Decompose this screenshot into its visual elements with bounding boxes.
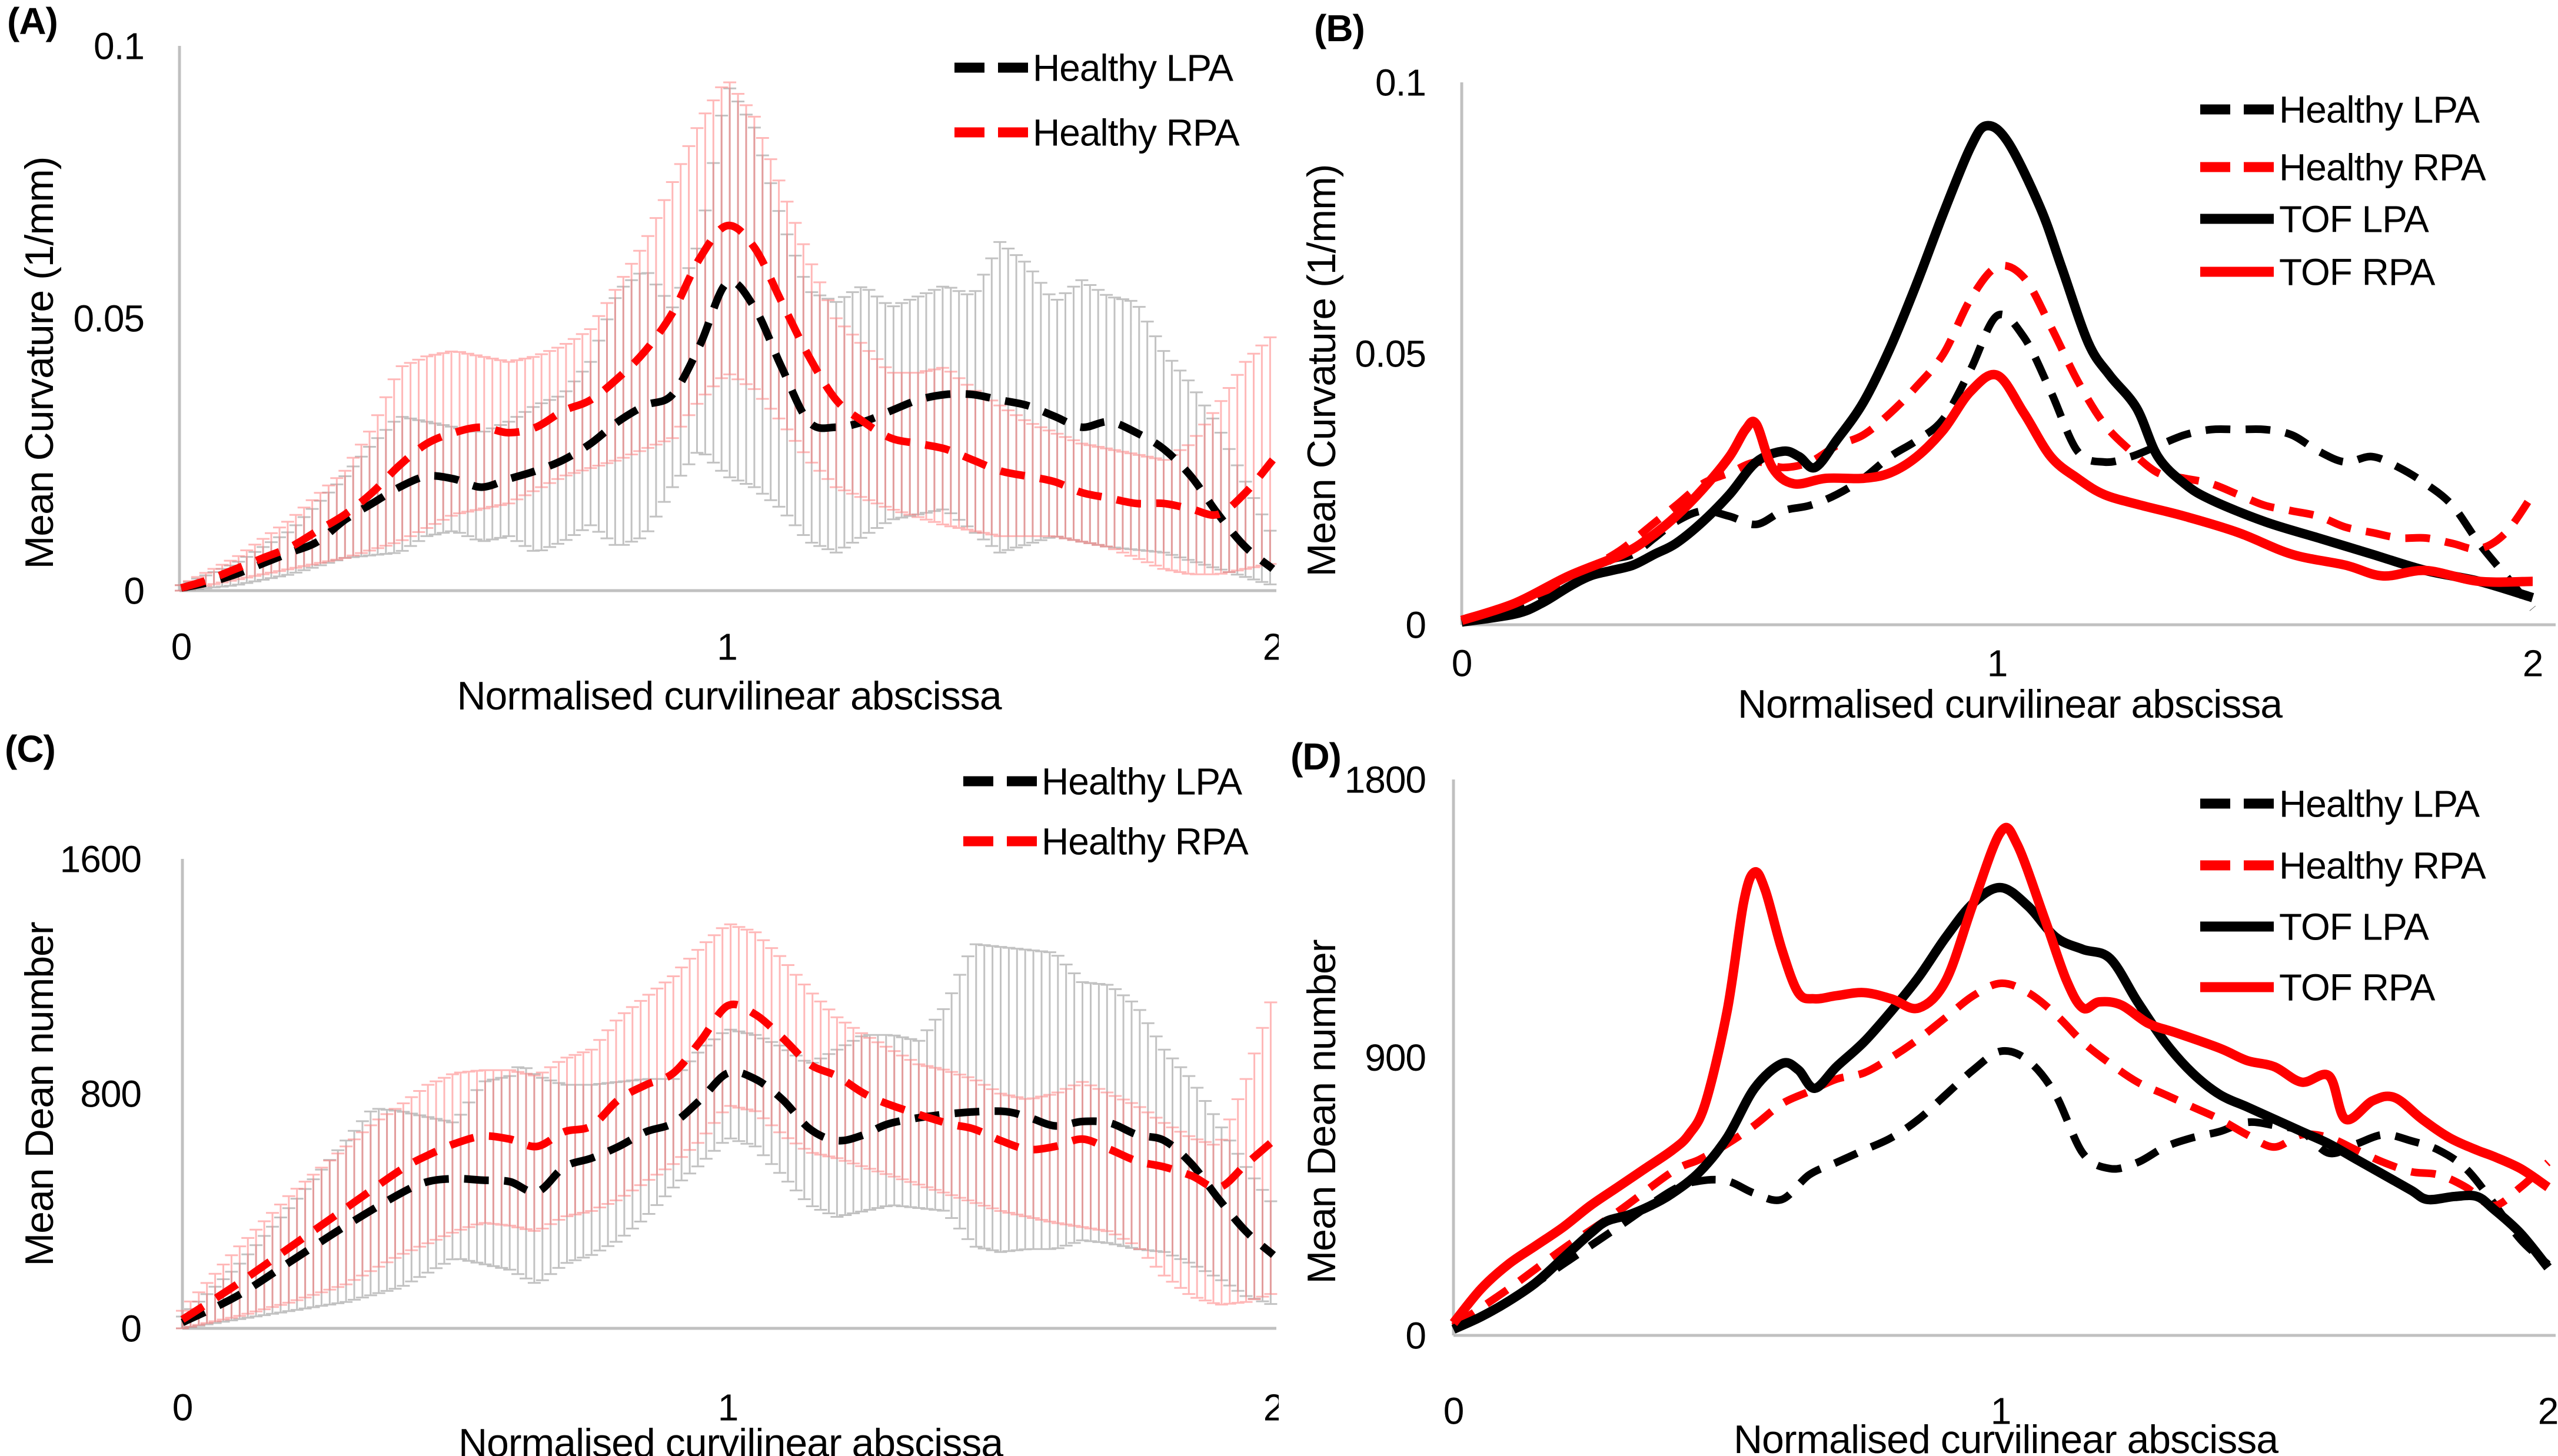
y-tick-label: 900 [1365, 1037, 1426, 1079]
series-line-2 [1451, 882, 2552, 1334]
y-tick-label: 0 [1405, 1314, 1426, 1357]
panel-letter: (A) [7, 0, 58, 42]
legend-label-1: Healthy RPA [2279, 146, 2486, 188]
x-tick-label: 2 [1263, 1386, 1279, 1428]
panel-c-plot: 0 800 1600 0 1 2 Normalised curvilinear abscis… [5, 729, 1279, 1456]
panel-letter: (D) [1290, 735, 1341, 778]
legend-label-0: Healthy LPA [2279, 782, 2480, 825]
x-axis-title: Normalised curvilinear abscissa [1734, 1417, 2278, 1456]
y-tick-label: 0.05 [1355, 332, 1426, 375]
x-axis-title: Normalised curvilinear abscissa [457, 674, 1002, 718]
x-axis-title: Normalised curvilinear abscissa [458, 1421, 1003, 1456]
y-tick-label: 0.1 [94, 25, 144, 67]
legend-label-0: Healthy LPA [1042, 760, 1242, 802]
series-line-1 [1451, 979, 2551, 1330]
x-tick-label: 2 [2538, 1390, 2558, 1432]
error-bars-0 [176, 943, 1278, 1330]
y-tick-label: 1600 [60, 838, 141, 880]
panel-d-plot: 0 900 1800 0 1 2 Normalised curvilinear abscis… [1290, 735, 2558, 1456]
x-tick-label: 0 [1443, 1390, 1464, 1432]
panel-b-plot: 0 0.05 0.1 0 1 2 Normalised curvilinear abscis… [1299, 7, 2556, 727]
panel-letter: (B) [1314, 7, 1365, 49]
series-line-1 [180, 1000, 1276, 1323]
series-line-1 [180, 221, 1276, 592]
y-tick-label: 0 [124, 569, 144, 612]
series-line-3 [1449, 823, 2551, 1327]
x-tick-label: 1 [1987, 642, 2008, 684]
panel-a-plot: 0 0.05 0.1 0 1 2 Normalised curvilinear abscis… [7, 0, 1279, 718]
series-line-3 [1460, 369, 2533, 625]
x-tick-label: 1 [1991, 1390, 2011, 1432]
series-line-2 [1461, 121, 2534, 627]
x-tick-label: 2 [2523, 642, 2543, 684]
panel-a: 0 0.05 0.1 0 1 2 Normalised curvilinear abscis… [0, 0, 1279, 729]
series-line-0 [1461, 311, 2536, 626]
x-axis-title: Normalised curvilinear abscissa [1738, 682, 2283, 727]
y-tick-label: 1800 [1345, 758, 1426, 801]
y-tick-label: 0.1 [1375, 61, 1426, 104]
legend-label-1: Healthy RPA [1033, 111, 1240, 154]
legend-label-2: TOF LPA [2279, 905, 2429, 948]
y-axis-title: Mean Curvature (1/mm) [17, 157, 62, 569]
panel-c: 0 800 1600 0 1 2 Normalised curvilinear abscis… [0, 729, 1279, 1456]
legend-label-1: Healthy RPA [2279, 844, 2486, 887]
legend-label-0: Healthy LPA [2279, 88, 2480, 131]
legend-label-0: Healthy LPA [1033, 46, 1233, 89]
series-line-0 [1452, 1047, 2551, 1333]
x-tick-label: 0 [172, 1386, 193, 1428]
y-axis-title: Mean Dean number [17, 922, 62, 1266]
series-line-0 [181, 1068, 1276, 1326]
y-axis-title: Mean Curvature (1/mm) [1299, 165, 1344, 577]
series-line-0 [180, 278, 1276, 592]
legend-label-1: Healthy RPA [1042, 820, 1249, 862]
panel-d: 0 900 1800 0 1 2 Normalised curvilinear abscis… [1279, 729, 2558, 1456]
legend-label-3: TOF RPA [2279, 966, 2436, 1008]
y-axis-title: Mean Dean number [1299, 939, 1344, 1284]
y-tick-label: 0.05 [73, 297, 144, 339]
x-tick-label: 0 [171, 625, 192, 668]
y-tick-label: 800 [80, 1072, 141, 1115]
x-tick-label: 2 [1263, 625, 1279, 668]
legend-label-3: TOF RPA [2279, 251, 2436, 293]
x-tick-label: 0 [1452, 642, 1472, 684]
panel-b: 0 0.05 0.1 0 1 2 Normalised curvilinear abscis… [1279, 0, 2558, 729]
series-line-1 [1461, 261, 2536, 626]
y-tick-label: 0 [121, 1307, 141, 1350]
legend-label-2: TOF LPA [2279, 198, 2429, 240]
y-tick-label: 0 [1405, 604, 1426, 646]
x-tick-label: 1 [717, 625, 737, 668]
panel-letter: (C) [5, 729, 55, 770]
x-tick-label: 1 [718, 1386, 739, 1428]
